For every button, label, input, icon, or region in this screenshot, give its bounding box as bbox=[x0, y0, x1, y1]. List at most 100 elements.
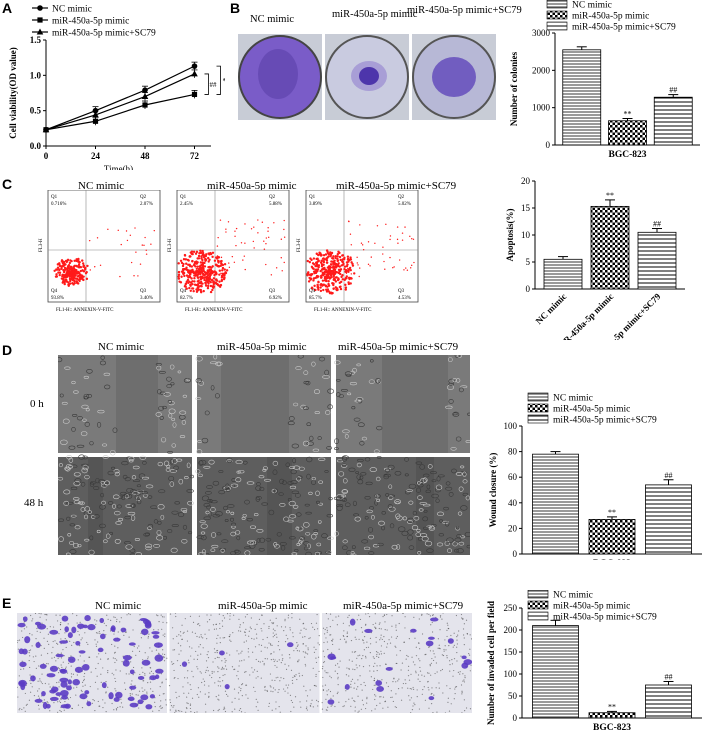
pore bbox=[231, 666, 234, 668]
pore bbox=[45, 613, 47, 616]
pore bbox=[186, 702, 188, 704]
flow-dot bbox=[240, 242, 243, 244]
pore bbox=[457, 671, 459, 673]
invaded-cell bbox=[219, 650, 225, 656]
flow-dot bbox=[214, 263, 218, 266]
wound-cell bbox=[305, 511, 312, 515]
wound-cell bbox=[180, 507, 188, 512]
wound-cell bbox=[446, 548, 452, 553]
wound-cell bbox=[225, 488, 231, 492]
wound-cell bbox=[68, 457, 74, 463]
wound-cell bbox=[177, 512, 185, 518]
flow-dot bbox=[332, 283, 335, 287]
wound-cell bbox=[302, 406, 309, 411]
wound-cell bbox=[279, 541, 287, 546]
pore bbox=[21, 630, 23, 632]
wound-cell bbox=[124, 541, 131, 545]
flow-dot bbox=[99, 264, 102, 266]
flow-dot bbox=[179, 259, 183, 262]
flow-xlabel: FL1-H:: ANNEXIN-V-FITC bbox=[314, 308, 372, 313]
pore bbox=[182, 686, 184, 688]
pore bbox=[191, 647, 193, 649]
pore bbox=[419, 648, 421, 650]
pore bbox=[57, 653, 59, 655]
pore bbox=[413, 702, 415, 704]
pore bbox=[238, 618, 240, 620]
flow-dot bbox=[217, 236, 219, 239]
flow-dot bbox=[194, 274, 197, 277]
q-value: 3.40% bbox=[140, 296, 153, 301]
wound-cell bbox=[155, 363, 162, 366]
pore bbox=[381, 638, 383, 641]
pore bbox=[369, 643, 372, 645]
flow-dot bbox=[181, 264, 185, 268]
pore bbox=[238, 686, 240, 688]
pore bbox=[423, 686, 425, 688]
wound-cell bbox=[354, 399, 361, 403]
pore bbox=[202, 678, 204, 680]
pore bbox=[142, 659, 144, 661]
pore bbox=[305, 707, 308, 710]
flow-dot bbox=[312, 277, 316, 280]
flow-dot bbox=[321, 279, 325, 282]
flow-dot bbox=[196, 270, 199, 274]
pore bbox=[47, 633, 49, 635]
pore bbox=[205, 660, 208, 662]
bar-1 bbox=[588, 519, 636, 555]
wound-cell bbox=[89, 535, 94, 541]
pore bbox=[379, 696, 381, 698]
pore bbox=[199, 671, 201, 673]
flow-dot bbox=[196, 257, 199, 260]
pore bbox=[329, 626, 331, 628]
invaded-cell bbox=[376, 686, 384, 692]
pore bbox=[427, 686, 429, 689]
pore bbox=[161, 681, 163, 683]
pore bbox=[117, 631, 119, 633]
pore bbox=[373, 665, 375, 667]
pore bbox=[254, 646, 257, 648]
wound-cell bbox=[205, 491, 212, 495]
pore bbox=[196, 658, 199, 660]
wound-cell bbox=[196, 535, 204, 539]
flow-dot bbox=[343, 265, 347, 268]
flow-dot bbox=[349, 233, 352, 235]
pore bbox=[334, 670, 336, 672]
pore bbox=[415, 646, 417, 648]
wound-label-sc79: miR-450a-5p mimic+SC79 bbox=[338, 341, 459, 353]
pore bbox=[129, 692, 131, 695]
pore bbox=[57, 672, 60, 674]
pore bbox=[142, 690, 144, 692]
pore bbox=[43, 647, 45, 649]
pore bbox=[430, 674, 432, 676]
pore bbox=[187, 682, 189, 684]
invaded-cell bbox=[122, 655, 132, 661]
pore bbox=[456, 636, 458, 638]
flow-dot bbox=[327, 282, 330, 286]
wound-cell bbox=[82, 464, 89, 471]
pore bbox=[48, 683, 50, 685]
pore bbox=[226, 652, 228, 654]
flow-dot bbox=[78, 279, 81, 283]
pore bbox=[280, 677, 282, 679]
pore bbox=[97, 641, 99, 643]
pore bbox=[462, 680, 464, 682]
y-tick-label: 150 bbox=[504, 647, 518, 657]
pore bbox=[464, 675, 466, 677]
point-marker bbox=[191, 70, 198, 77]
wound-cell bbox=[445, 481, 451, 486]
bar-0 bbox=[532, 625, 579, 719]
flow-dot bbox=[80, 274, 83, 278]
pore bbox=[342, 705, 344, 708]
pore bbox=[241, 650, 243, 652]
flow-dot bbox=[196, 280, 199, 283]
flow-dot bbox=[225, 231, 227, 233]
flow-dot bbox=[345, 261, 349, 264]
pore bbox=[432, 650, 434, 652]
x-tick-label: 0 bbox=[44, 151, 49, 161]
wound-cell bbox=[130, 515, 136, 521]
flow-dot bbox=[280, 238, 283, 240]
pore bbox=[354, 636, 356, 638]
pore bbox=[28, 659, 30, 662]
pore bbox=[202, 637, 204, 639]
invaded-cell bbox=[59, 677, 69, 683]
